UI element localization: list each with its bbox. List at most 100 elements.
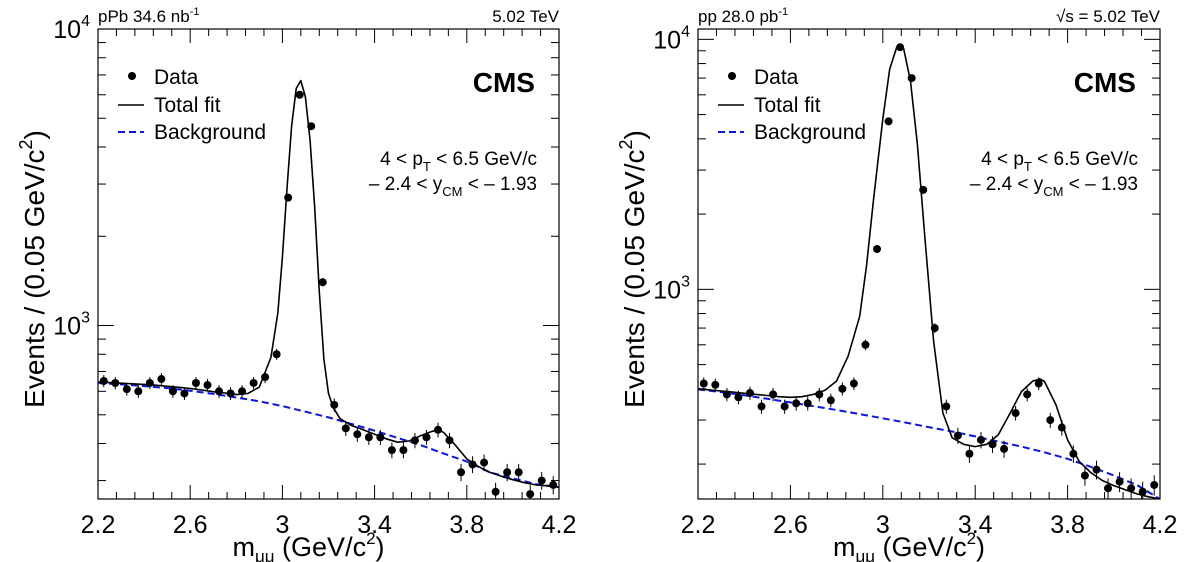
data-point: [387, 446, 396, 455]
data-point: [410, 436, 419, 445]
data-point: [422, 433, 431, 442]
data-point: [503, 468, 512, 477]
data-point: [445, 436, 454, 445]
x-tick-label: 3: [876, 511, 890, 539]
data-point: [433, 425, 442, 434]
data-point: [353, 430, 362, 439]
data-point: [261, 373, 270, 382]
data-point: [145, 378, 154, 387]
data-point: [873, 245, 882, 254]
data-point: [226, 389, 235, 398]
data-point: [111, 378, 120, 387]
cut-y-label: – 2.4 < yCM < – 1.93: [970, 174, 1138, 199]
data-point: [330, 400, 339, 409]
x-tick-label: 3.8: [449, 511, 484, 539]
data-point: [215, 387, 224, 396]
data-point: [896, 43, 905, 52]
data-point: [514, 468, 523, 477]
header-right: √s = 5.02 TeV: [1056, 7, 1161, 26]
data-point: [699, 379, 708, 388]
data-point: [711, 380, 720, 389]
y-tick-label: 103: [53, 310, 90, 341]
x-tick-label: 2.6: [773, 511, 808, 539]
cut-pt-label: 4 < pT < 6.5 GeV/c: [981, 149, 1138, 174]
plot-frame: [697, 28, 1161, 500]
data-point: [480, 458, 489, 467]
data-point: [942, 402, 951, 411]
data-point: [468, 460, 477, 469]
data-point: [919, 185, 928, 194]
legend-background-label: Background: [154, 121, 266, 144]
x-tick-label: 3.4: [958, 511, 993, 539]
data-point: [491, 487, 500, 496]
legend-data-marker: [128, 72, 136, 80]
data-point: [134, 387, 143, 396]
data-point: [399, 446, 408, 455]
data-point: [1034, 379, 1043, 388]
data-point: [157, 375, 166, 384]
data-point: [953, 431, 962, 440]
data-point: [907, 74, 916, 83]
legend-fit-label: Total fit: [154, 94, 221, 117]
header-right: 5.02 TeV: [492, 7, 559, 26]
x-tick-label: 3: [275, 511, 289, 539]
header-left: pp 28.0 pb-1: [698, 6, 788, 26]
data-point: [341, 424, 350, 433]
y-tick-label: 104: [653, 23, 690, 54]
data-point: [792, 399, 801, 408]
data-point: [295, 90, 304, 99]
cut-y-label: – 2.4 < yCM < – 1.93: [369, 174, 537, 199]
x-axis-label: mμμ (GeV/c2): [232, 529, 384, 562]
chart-panel-1: 2.2 2.6 3 3.4 3.8 4.2 103 104 mμμ (GeV/c2) Events…: [16, 6, 576, 562]
data-point: [1150, 480, 1159, 489]
data-point: [272, 350, 281, 359]
legend-fit-label: Total fit: [754, 94, 821, 117]
legend-data-marker: [728, 72, 736, 80]
data-point: [203, 381, 212, 390]
data-point: [1104, 484, 1113, 493]
data-point: [376, 433, 385, 442]
x-tick-label: 2.2: [81, 511, 116, 539]
data-point: [780, 402, 789, 411]
plot-frame: [97, 28, 560, 500]
cut-pt-label: 4 < pT < 6.5 GeV/c: [380, 149, 537, 174]
data-point: [1000, 444, 1009, 453]
data-point: [537, 476, 546, 485]
legend-background-label: Background: [754, 121, 866, 144]
data-point: [861, 340, 870, 349]
x-tick-label: 4.2: [1143, 511, 1178, 539]
data-point: [99, 377, 108, 386]
y-tick-label: 103: [653, 273, 690, 304]
data-point: [803, 399, 812, 408]
data-point: [1080, 471, 1089, 480]
data-point: [249, 378, 258, 387]
data-point: [1069, 449, 1078, 458]
data-point: [838, 384, 847, 393]
data-point: [1127, 484, 1136, 493]
data-point: [930, 324, 939, 333]
data-point: [734, 393, 743, 402]
data-point: [965, 449, 974, 458]
data-point: [457, 468, 466, 477]
data-point: [318, 278, 327, 287]
data-point: [307, 122, 316, 131]
data-point: [1057, 423, 1066, 432]
y-axis-label: Events / (0.05 GeV/c2): [16, 130, 50, 408]
data-point: [180, 389, 189, 398]
data-point: [191, 378, 200, 387]
x-tick-label: 4.2: [542, 511, 577, 539]
x-tick-label: 3.8: [1050, 511, 1085, 539]
data-point: [722, 390, 731, 399]
data-point: [122, 385, 131, 394]
x-axis-label: mμμ (GeV/c2): [833, 529, 985, 562]
data-point: [1023, 390, 1032, 399]
y-axis-label: Events / (0.05 GeV/c2): [616, 130, 650, 408]
data-point: [526, 490, 535, 499]
chart-panel-2: 2.2 2.6 3 3.4 3.8 4.2 103 104 mμμ (GeV/c2) Events…: [616, 6, 1177, 562]
total-fit-curve: [98, 79, 559, 488]
data-point: [1138, 487, 1147, 496]
background-curve: [698, 388, 1160, 499]
data-point: [549, 480, 558, 489]
data-point: [364, 433, 373, 442]
